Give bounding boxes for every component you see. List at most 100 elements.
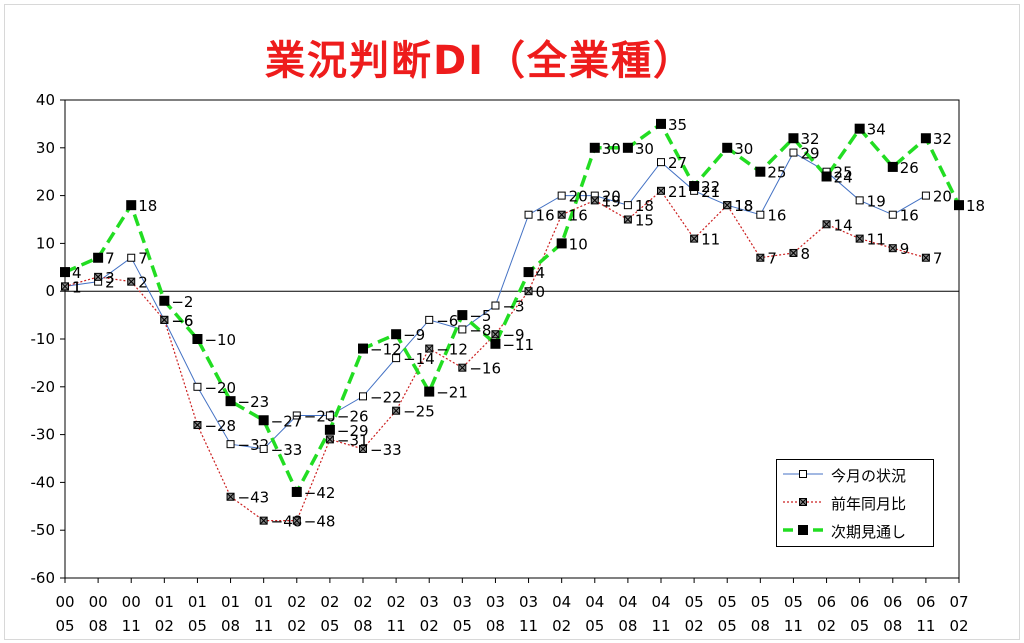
data-point — [657, 158, 665, 167]
data-point — [523, 267, 534, 278]
data-point — [854, 123, 865, 134]
data-point-x — [160, 316, 168, 324]
y-tick-label: 40 — [36, 91, 55, 109]
data-label: 20 — [569, 188, 588, 206]
data-point — [556, 238, 567, 249]
x-tick-label-year: 00 — [89, 593, 108, 611]
data-label: 30 — [635, 140, 654, 158]
x-tick-label-month: 02 — [287, 617, 306, 635]
x-tick-label-year: 00 — [55, 593, 74, 611]
x-tick-label-year: 00 — [122, 593, 141, 611]
x-tick-label-month: 11 — [254, 617, 273, 635]
data-label: −6 — [171, 312, 193, 330]
data-label: 18 — [966, 197, 985, 215]
data-point — [93, 252, 104, 263]
data-label: 30 — [734, 140, 753, 158]
data-label: 32 — [800, 130, 819, 148]
data-point-x — [260, 517, 268, 524]
x-tick-label-month: 08 — [89, 617, 108, 635]
x-tick-label-year: 02 — [287, 593, 306, 611]
x-tick-label-month: 02 — [685, 617, 704, 635]
data-point-x — [889, 244, 897, 252]
x-tick-label-month: 11 — [387, 617, 406, 635]
data-point-x — [194, 421, 201, 429]
data-label: −20 — [204, 379, 236, 397]
data-point-x — [723, 201, 731, 209]
legend-label-current: 今月の状況 — [831, 467, 907, 485]
data-label: 8 — [800, 245, 810, 263]
x-tick-label-year: 06 — [916, 593, 935, 611]
data-label: 7 — [138, 250, 148, 268]
series-line-2 — [64, 121, 961, 496]
data-point — [193, 382, 202, 391]
legend-item-current: 今月の状況 — [781, 463, 931, 485]
data-point-x — [823, 220, 830, 228]
legend-swatch-yoy — [783, 498, 823, 506]
data-label: −16 — [469, 360, 501, 378]
data-label: 32 — [933, 130, 952, 148]
data-label: 11 — [867, 231, 886, 249]
data-label: 4 — [72, 264, 82, 282]
data-label: −11 — [502, 336, 534, 354]
data-label: 7 — [933, 250, 943, 268]
data-label: −42 — [304, 484, 336, 502]
x-tick-label-month: 02 — [552, 617, 571, 635]
data-label: −21 — [436, 384, 468, 402]
data-label: 19 — [867, 192, 886, 210]
data-point-x — [657, 187, 665, 195]
data-label: 14 — [834, 216, 853, 234]
data-label: 16 — [900, 207, 919, 225]
data-label: −12 — [436, 341, 468, 359]
data-label: −5 — [469, 307, 491, 325]
x-tick-label-month: 08 — [883, 617, 902, 635]
data-point — [225, 396, 236, 407]
y-tick-label: -50 — [31, 521, 56, 539]
x-tick-label-month: 05 — [453, 617, 472, 635]
legend-item-outlook: 次期見通し — [781, 519, 931, 541]
x-tick-label-year: 04 — [585, 593, 604, 611]
data-label: 29 — [800, 145, 819, 163]
x-tick-label-year: 02 — [320, 593, 339, 611]
data-label: −14 — [403, 350, 435, 368]
data-label: −26 — [337, 407, 369, 425]
chart-title: 業況判断DI（全業種） — [264, 38, 696, 84]
data-point-x — [94, 273, 102, 281]
data-label: 27 — [668, 154, 687, 172]
x-tick-label-year: 02 — [387, 593, 406, 611]
data-label: 18 — [734, 197, 753, 215]
x-tick-label-month: 11 — [519, 617, 538, 635]
data-label: −2 — [171, 293, 193, 311]
data-point — [887, 161, 898, 172]
data-point-x — [690, 235, 698, 242]
x-tick-label-month: 02 — [420, 617, 439, 635]
x-tick-label-year: 04 — [552, 593, 571, 611]
data-point — [589, 142, 600, 153]
data-point — [126, 200, 137, 211]
data-label: 25 — [767, 164, 786, 182]
data-label: 4 — [536, 264, 546, 282]
data-point-x — [293, 517, 301, 524]
data-label: −3 — [502, 298, 524, 316]
data-point — [722, 142, 733, 153]
data-point — [424, 386, 435, 397]
data-point — [391, 329, 402, 340]
data-label: 16 — [536, 207, 555, 225]
y-tick-label: -60 — [31, 569, 56, 587]
x-tick-label-month: 02 — [817, 617, 836, 635]
data-point — [259, 444, 268, 453]
data-point — [226, 440, 235, 449]
data-label: −12 — [370, 341, 402, 359]
data-point-x — [591, 197, 599, 204]
data-point — [358, 343, 368, 354]
legend-swatch-outlook — [783, 525, 823, 535]
data-point — [789, 148, 798, 157]
data-point-x — [624, 216, 632, 223]
data-label: 35 — [668, 116, 687, 134]
data-point-x — [326, 436, 334, 443]
y-tick-label: -10 — [31, 330, 56, 348]
x-tick-label-year: 05 — [784, 593, 803, 611]
data-point — [756, 210, 765, 219]
data-point — [491, 301, 500, 310]
data-point-x — [458, 364, 466, 372]
data-label: 30 — [602, 140, 621, 158]
